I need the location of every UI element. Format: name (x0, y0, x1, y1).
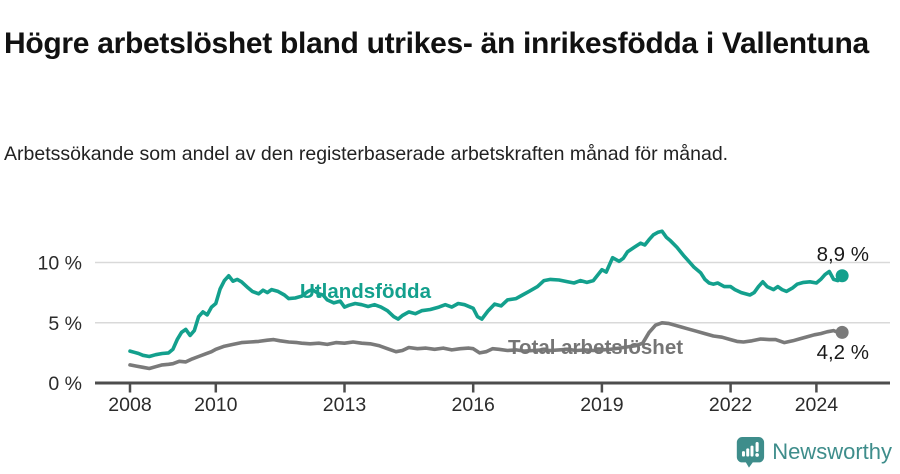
x-tick-label-2016: 2016 (452, 394, 495, 416)
series-label: Total arbetslöshet (508, 336, 683, 359)
y-tick-label-0-percent: 0 % (48, 373, 82, 395)
page-subtitle: Arbetssökande som andel av den registerb… (4, 142, 729, 165)
x-tick-label-2008: 2008 (108, 394, 151, 416)
y-tick-label-10-percent: 10 % (38, 253, 82, 275)
series-line-utlandsf-dda (128, 229, 844, 359)
x-tick-label-2019: 2019 (580, 394, 623, 416)
bar-2 (746, 448, 750, 457)
series-end-value-label: 4,2 % (817, 341, 869, 364)
speech-bubble-shape (737, 437, 765, 468)
newsworthy-logo-icon (737, 437, 765, 468)
exclamation-bar (755, 442, 759, 452)
brand-wordmark: Newsworthy (772, 439, 892, 464)
x-tick-label-2024: 2024 (795, 394, 839, 416)
series-end-value-label: 8,9 % (817, 243, 869, 266)
exclamation-dot (755, 453, 760, 457)
bar-3 (750, 445, 754, 457)
brand-footer: Newsworthy (736, 436, 892, 468)
series-line-total-arbetsl-shet (128, 321, 844, 371)
series-end-dot-utlandsf-dda (835, 269, 849, 283)
series-end-dot-total-arbetsl-shet (835, 325, 849, 339)
x-tick-label-2013: 2013 (323, 394, 366, 416)
y-tick-label-5-percent: 5 % (48, 313, 82, 335)
x-tick-label-2010: 2010 (194, 394, 238, 416)
page-title: Högre arbetslöshet bland utrikes- än inr… (4, 27, 869, 61)
bar-1 (742, 451, 746, 457)
x-tick-label-2022: 2022 (709, 394, 752, 416)
series-label: Utlandsfödda (300, 280, 432, 303)
